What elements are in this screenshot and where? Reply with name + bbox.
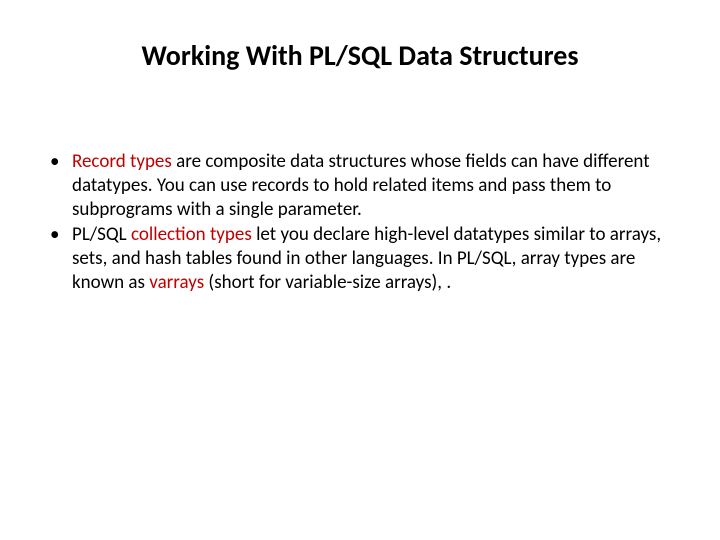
bullet-item: Record types are composite data structur…	[44, 150, 684, 221]
highlight-text: varrays	[149, 271, 204, 294]
highlight-text: collection types	[131, 223, 252, 246]
body-text: (short for variable-size arrays), .	[204, 271, 451, 294]
slide: Working With PL/SQL Data Structures Reco…	[0, 0, 720, 540]
body-text: PL/SQL	[72, 223, 131, 246]
bullet-item: PL/SQL collection types let you declare …	[44, 223, 684, 294]
slide-body: Record types are composite data structur…	[44, 150, 684, 297]
slide-title: Working With PL/SQL Data Structures	[0, 38, 720, 73]
highlight-text: Record types	[72, 150, 172, 173]
bullet-list: Record types are composite data structur…	[44, 150, 684, 295]
